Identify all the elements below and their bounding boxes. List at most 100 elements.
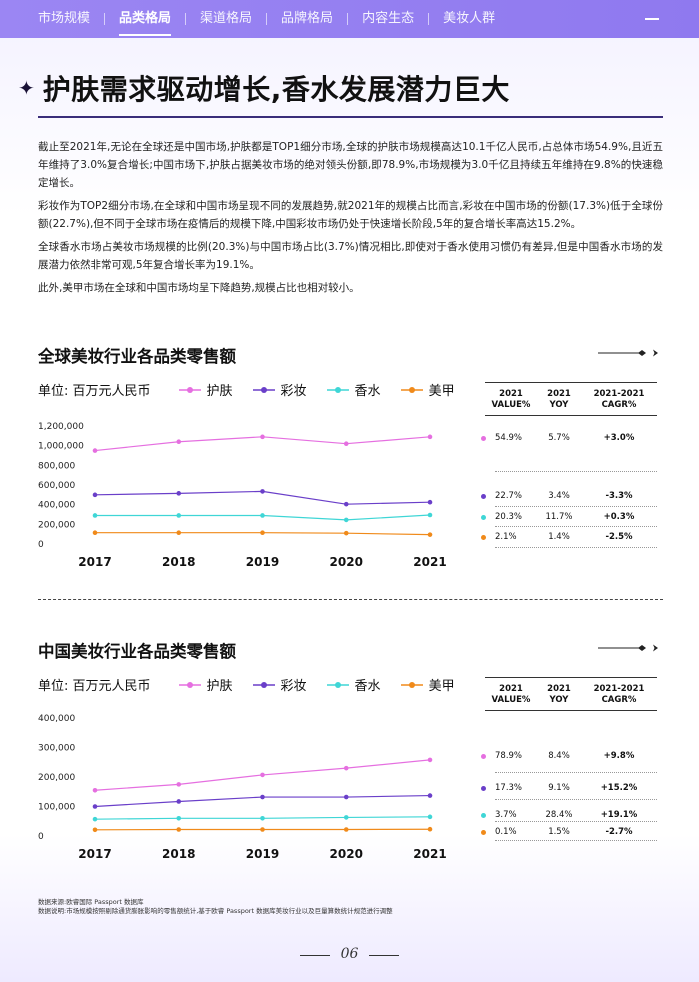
nav-separator	[185, 13, 187, 25]
cell-yoy: 8.4%	[548, 751, 570, 761]
x-tick-label: 2017	[78, 847, 111, 861]
paragraph-nail: 此外,美甲市场在全球和中国市场均呈下降趋势,规模占比也相对较小。	[38, 282, 360, 294]
legend-label: 彩妆	[280, 384, 307, 399]
data-point-fragrance	[92, 513, 98, 518]
legend-item-makeup: 彩妆	[252, 380, 307, 399]
china-chart-title: 中国美妆行业各品类零售额	[38, 642, 236, 661]
column-header-line: VALUE%	[491, 400, 531, 410]
x-tick-label: 2020	[330, 555, 363, 569]
cell-value: 17.3%	[495, 783, 523, 793]
column-header-line: CAGR%	[601, 695, 637, 705]
cell-value: 78.9%	[495, 751, 523, 761]
data-point-makeup	[427, 499, 433, 505]
data-point-nail	[343, 827, 349, 832]
series-dot-icon	[481, 813, 486, 818]
data-point-makeup	[343, 501, 349, 507]
global-line-chart: 1,200,000 1,000,000 800,000 600,000 400,000 2…	[38, 422, 447, 569]
series-dot-icon	[481, 786, 486, 791]
legend-marker-icon	[252, 681, 275, 688]
table-row-nail: 2.1% 1.4% -2.5%	[481, 530, 657, 544]
data-point-nail	[176, 827, 182, 832]
global-legend: 单位: 百万元人民币 护肤 彩妆 香水 美甲	[38, 380, 455, 399]
footnote: 数据来源:欧睿国际 Passport 数据库 数据说明:市场规模按照剔除通货膨胀…	[38, 898, 393, 916]
legend-label: 美甲	[428, 679, 455, 694]
cell-cagr: +19.1%	[600, 810, 638, 820]
y-tick-label: 1,000,000	[38, 442, 84, 452]
paragraph-skincare: 截止至2021年,无论在全球还是中国市场,护肤都是TOP1细分市场,全球的护肤市…	[38, 141, 663, 189]
china-line-chart: 400,000 300,000 200,000 100,000 0 2017 2018 201…	[38, 714, 447, 861]
cell-yoy: 11.7%	[545, 512, 573, 522]
data-point-nail	[260, 827, 265, 832]
page-title: 护肤需求驱动增长,香水发展潜力巨大	[42, 73, 510, 106]
table-row-fragrance: 3.7% 28.4% +19.1%	[481, 808, 657, 822]
data-point-makeup	[92, 804, 98, 809]
series-dot-icon	[481, 535, 486, 540]
cell-cagr: +0.3%	[603, 512, 635, 522]
page-heading: ✦ 护肤需求驱动增长,香水发展潜力巨大	[18, 68, 510, 108]
table-header: 2021 VALUE% 2021 YOY 2021-2021 CAGR%	[485, 382, 657, 416]
legend-label: 彩妆	[280, 679, 307, 694]
data-point-skincare	[176, 782, 182, 787]
cell-value: 0.1%	[495, 827, 517, 837]
data-point-skincare	[343, 441, 349, 446]
y-tick-label: 300,000	[38, 744, 75, 754]
data-point-fragrance	[427, 814, 433, 820]
x-tick-label: 2018	[162, 847, 195, 861]
top-nav: 市场规模 品类格局 渠道格局 品牌格局 内容生态 美妆人群	[0, 0, 699, 38]
nav-tab-3[interactable]: 渠道格局	[200, 11, 253, 26]
legend-item-skincare: 护肤	[178, 380, 233, 399]
y-tick-label: 0	[38, 832, 44, 842]
column-header-line: 2021-2021	[593, 684, 645, 694]
global-stats-table: 2021 VALUE% 2021 YOY 2021-2021 CAGR% 54.9% 5.7%…	[481, 382, 657, 552]
section-divider	[38, 599, 663, 600]
row-divider	[495, 821, 657, 822]
legend-label: 香水	[354, 679, 381, 694]
column-header: 2021 YOY	[537, 684, 581, 706]
paragraph-makeup: 彩妆作为TOP2细分市场,在全球和中国市场呈现不同的发展趋势,就2021年的规模…	[38, 200, 663, 230]
data-point-fragrance	[92, 816, 98, 822]
series-dot-icon	[481, 436, 486, 441]
data-point-fragrance	[260, 816, 265, 821]
nav-separator	[428, 13, 430, 25]
legend-marker-icon	[326, 681, 349, 688]
nav-tab-2[interactable]: 品类格局	[105, 0, 185, 38]
data-point-nail	[92, 827, 98, 833]
nav-tab-4[interactable]: 品牌格局	[281, 11, 334, 26]
y-tick-label: 200,000	[38, 773, 75, 783]
y-tick-label: 400,000	[38, 501, 75, 511]
cell-yoy: 5.7%	[548, 433, 570, 443]
column-header-line: 2021	[499, 389, 523, 399]
page-number: 06	[340, 946, 359, 962]
column-header-line: VALUE%	[491, 695, 531, 705]
y-tick-label: 200,000	[38, 520, 75, 530]
nav-tab-5[interactable]: 内容生态	[362, 11, 415, 26]
x-tick-label: 2018	[162, 555, 195, 569]
unit-label: 单位: 百万元人民币	[38, 679, 151, 694]
cell-value: 2.1%	[495, 532, 517, 542]
data-point-skincare	[176, 439, 182, 445]
title-underline	[38, 116, 663, 118]
table-row-makeup: 17.3% 9.1% +15.2%	[481, 781, 657, 795]
nav-tab-1[interactable]: 市场规模	[38, 11, 91, 26]
data-point-fragrance	[343, 517, 349, 523]
data-point-skincare	[260, 772, 265, 778]
table-row-fragrance: 20.3% 11.7% +0.3%	[481, 510, 657, 524]
legend-label: 护肤	[206, 679, 233, 694]
data-point-nail	[260, 530, 265, 535]
column-header-line: 2021	[547, 684, 571, 694]
data-point-fragrance	[343, 815, 349, 820]
nav-separator	[266, 13, 268, 25]
sparkle-icon: ✦	[18, 76, 35, 100]
column-header-line: 2021-2021	[593, 389, 645, 399]
legend-item-fragrance: 香水	[326, 675, 381, 694]
cell-cagr: +9.8%	[603, 751, 635, 761]
data-point-skincare	[92, 448, 98, 453]
data-point-nail	[343, 530, 349, 536]
cell-yoy: 1.4%	[548, 532, 570, 542]
column-header: 2021 YOY	[537, 389, 581, 411]
nav-tab-6[interactable]: 美妆人群	[443, 11, 496, 26]
column-header-line: YOY	[549, 695, 569, 705]
series-dot-icon	[481, 494, 486, 499]
data-point-makeup	[92, 492, 98, 498]
menu-icon[interactable]	[645, 18, 659, 20]
